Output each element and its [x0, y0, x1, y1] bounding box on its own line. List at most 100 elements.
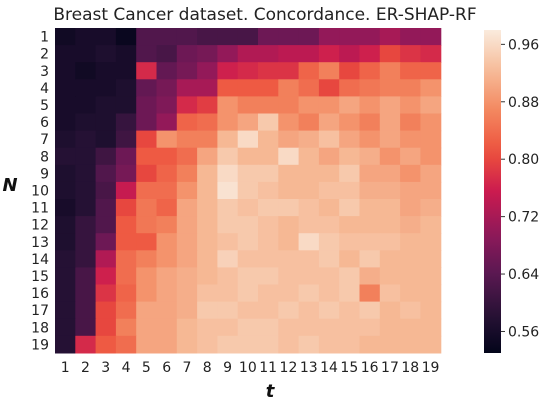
heatmap-cell	[95, 301, 117, 320]
heatmap-cell	[258, 130, 279, 149]
heatmap-cell	[115, 113, 137, 132]
heatmap-cell	[298, 199, 320, 217]
heatmap-cell	[237, 130, 259, 149]
heatmap-cell	[156, 164, 178, 183]
heatmap-cell	[156, 113, 178, 132]
heatmap-cell	[55, 199, 76, 217]
heatmap-cell	[156, 216, 178, 234]
heatmap-cell	[258, 250, 279, 268]
heatmap-cell	[298, 79, 320, 97]
heatmap-cell	[115, 130, 137, 149]
heatmap-cell	[176, 267, 198, 286]
heatmap-cell	[400, 79, 421, 97]
y-tick-label: 16	[31, 286, 49, 302]
heatmap-cell	[359, 233, 381, 251]
heatmap-cell	[318, 181, 340, 200]
heatmap-cell	[156, 318, 178, 337]
heatmap-cell	[197, 335, 218, 354]
y-tick-label: 2	[40, 47, 49, 63]
heatmap-cell	[55, 147, 76, 166]
heatmap-cell	[217, 250, 239, 268]
heatmap-cell	[75, 250, 97, 268]
heatmap-cell	[55, 284, 76, 303]
y-tick-label: 15	[31, 269, 49, 285]
heatmap-cell	[298, 233, 320, 251]
heatmap-cell	[258, 96, 279, 115]
heatmap-cell	[95, 130, 117, 149]
heatmap-cell	[136, 284, 158, 303]
heatmap-cell	[55, 79, 76, 97]
heatmap-cell	[115, 318, 137, 337]
heatmap-cell	[339, 250, 361, 268]
heatmap-cell	[400, 318, 421, 337]
y-tick-label: 9	[40, 166, 49, 182]
heatmap-cells	[55, 28, 442, 354]
heatmap-cell	[318, 199, 340, 217]
heatmap-cell	[176, 62, 198, 80]
heatmap-cell	[298, 164, 320, 183]
heatmap-cell	[75, 301, 97, 320]
x-tick-label: 17	[381, 360, 399, 376]
heatmap-cell	[318, 147, 340, 166]
heatmap-cell	[318, 267, 340, 286]
heatmap-cell	[75, 216, 97, 234]
heatmap-cell	[75, 199, 97, 217]
heatmap-cell	[258, 79, 279, 97]
heatmap-cell	[197, 233, 218, 251]
heatmap-cell	[55, 96, 76, 115]
heatmap-cell	[379, 301, 401, 320]
heatmap-cell	[258, 301, 279, 320]
heatmap-cell	[176, 318, 198, 337]
x-tick-label: 19	[422, 360, 440, 376]
x-axis-label: t	[266, 381, 276, 402]
heatmap-cell	[420, 267, 442, 286]
colorbar-ticks: 0.56 0.64 0.72 0.80 0.88 0.96	[501, 37, 539, 340]
heatmap-cell	[176, 28, 198, 46]
heatmap-cell	[339, 96, 361, 115]
y-tick-label: 5	[40, 98, 49, 114]
heatmap-cell	[298, 113, 320, 132]
heatmap-cell	[237, 79, 259, 97]
heatmap-cell	[237, 62, 259, 80]
heatmap-cell	[318, 216, 340, 234]
heatmap-cell	[95, 335, 117, 354]
heatmap-cell	[339, 164, 361, 183]
heatmap-cell	[379, 130, 401, 149]
heatmap-cell	[136, 130, 158, 149]
heatmap-cell	[115, 79, 137, 97]
heatmap-cell	[217, 45, 239, 63]
heatmap-cell	[400, 284, 421, 303]
heatmap-cell	[379, 96, 401, 115]
heatmap-cell	[217, 318, 239, 337]
heatmap-cell	[115, 96, 137, 115]
heatmap-cell	[278, 233, 300, 251]
heatmap-cell	[258, 318, 279, 337]
y-tick-label: 8	[40, 149, 49, 165]
heatmap-cell	[237, 113, 259, 132]
heatmap-cell	[258, 113, 279, 132]
heatmap-cell	[400, 335, 421, 354]
colorbar-tick-label: 0.88	[508, 95, 539, 111]
y-tick-label: 7	[40, 132, 49, 148]
heatmap-cell	[379, 267, 401, 286]
heatmap-cell	[298, 96, 320, 115]
heatmap-cell	[115, 284, 137, 303]
x-tick-label: 14	[320, 360, 338, 376]
x-tick-label: 8	[203, 360, 212, 376]
heatmap-cell	[237, 216, 259, 234]
heatmap-cell	[339, 79, 361, 97]
heatmap-cell	[136, 147, 158, 166]
heatmap-cell	[258, 216, 279, 234]
heatmap-cell	[55, 62, 76, 80]
heatmap-cell	[359, 318, 381, 337]
heatmap-cell	[258, 62, 279, 80]
heatmap-cell	[339, 28, 361, 46]
heatmap-cell	[136, 181, 158, 200]
y-tick-label: 18	[31, 320, 49, 336]
x-tick-label: 18	[401, 360, 419, 376]
heatmap-cell	[359, 28, 381, 46]
y-tick-label: 12	[31, 218, 49, 234]
heatmap-cell	[136, 62, 158, 80]
x-tick-label: 7	[182, 360, 191, 376]
